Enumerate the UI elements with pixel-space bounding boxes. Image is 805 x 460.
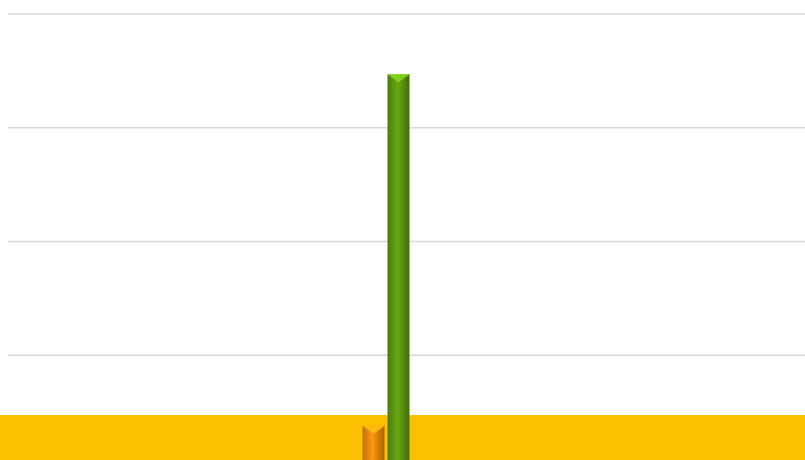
bar-cap	[387, 74, 410, 83]
bar-cap	[362, 425, 385, 434]
bar	[387, 74, 410, 460]
bar	[362, 425, 385, 460]
